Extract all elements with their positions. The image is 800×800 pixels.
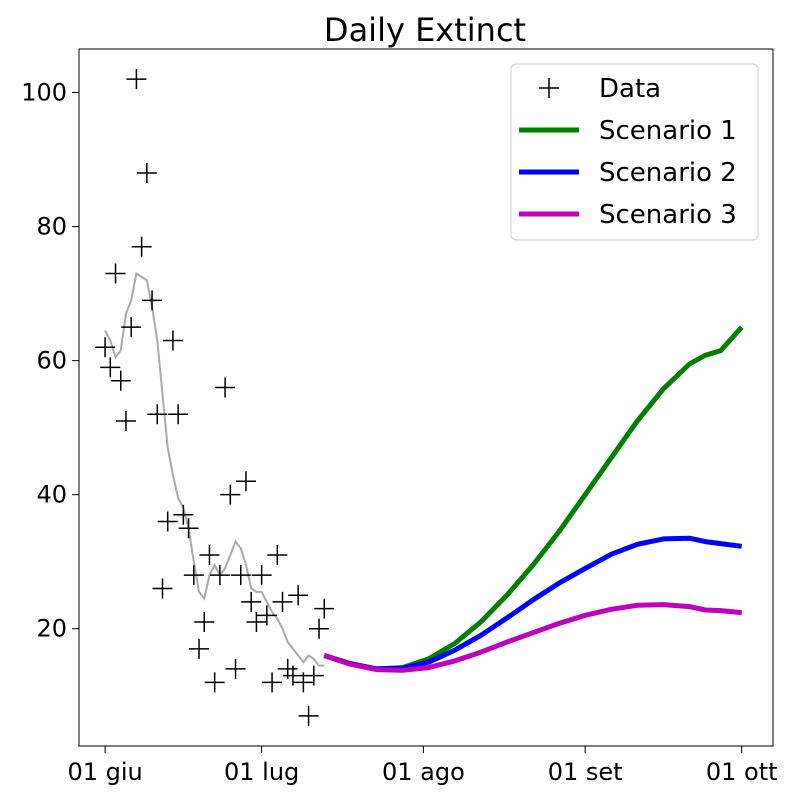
data-point	[183, 565, 204, 586]
legend-label: Scenario 1	[599, 116, 737, 146]
legend: Data Scenario 1 Scenario 2 Scenario 3	[510, 63, 759, 241]
data-point	[199, 544, 220, 565]
legend-label: Data	[599, 74, 661, 104]
data-point	[194, 612, 215, 633]
y-tick-label: 40	[36, 481, 67, 509]
data-point	[105, 263, 126, 284]
data-point	[298, 705, 319, 726]
x-tick-label: 01 set	[548, 758, 623, 786]
data-point	[225, 658, 246, 679]
data-point	[152, 578, 173, 599]
data-point	[209, 565, 230, 586]
data-point	[293, 672, 314, 693]
data-point	[121, 317, 142, 338]
data-point	[314, 598, 335, 619]
data-point	[157, 511, 178, 532]
data-point	[215, 377, 236, 398]
legend-label: Scenario 2	[599, 158, 737, 188]
plot-area	[95, 69, 744, 726]
data-point	[189, 638, 210, 659]
smoothed-line	[104, 271, 325, 667]
data-point	[126, 69, 147, 90]
data-point	[100, 357, 121, 378]
data-point	[288, 585, 309, 606]
data-point	[256, 605, 277, 626]
data-point	[282, 665, 303, 686]
y-tick-label: 100	[21, 79, 67, 107]
data-point	[267, 544, 288, 565]
data-point	[173, 504, 194, 525]
series-line-scenario-1	[323, 325, 744, 672]
data-point	[262, 672, 283, 693]
x-tick-label: 01 ago	[382, 758, 465, 786]
y-tick-label: 20	[36, 615, 67, 643]
data-point	[162, 330, 183, 351]
data-point	[136, 162, 157, 183]
x-tick-label: 01 lug	[224, 758, 299, 786]
x-axis: 01 giu 01 lug 01 ago 01 set 01 ott	[67, 746, 778, 786]
data-point	[115, 410, 136, 431]
legend-box	[510, 63, 759, 241]
data-point	[251, 565, 272, 586]
y-tick-label: 80	[36, 213, 67, 241]
data-point	[168, 404, 189, 425]
legend-marker-data	[539, 78, 559, 98]
y-tick-label: 60	[36, 347, 67, 375]
data-point	[272, 591, 293, 612]
data-point	[142, 290, 163, 311]
series-line-scenario-3	[323, 602, 742, 673]
data-point	[110, 370, 131, 391]
data-point	[241, 591, 262, 612]
data-point	[204, 672, 225, 693]
data-point	[147, 404, 168, 425]
data-point	[309, 618, 330, 639]
legend-label: Scenario 3	[599, 200, 737, 230]
x-tick-label: 01 ott	[706, 758, 778, 786]
data-point	[230, 565, 251, 586]
data-point	[178, 518, 199, 539]
chart-title: Daily Extinct	[324, 11, 526, 49]
data-point	[220, 484, 241, 505]
data-point	[246, 612, 267, 633]
data-point	[95, 337, 116, 358]
data-point	[131, 236, 152, 257]
y-axis: 20 40 60 80 100	[21, 79, 79, 643]
axes-frame	[78, 48, 774, 747]
data-point	[235, 471, 256, 492]
x-tick-label: 01 giu	[67, 758, 142, 786]
data-point	[303, 665, 324, 686]
